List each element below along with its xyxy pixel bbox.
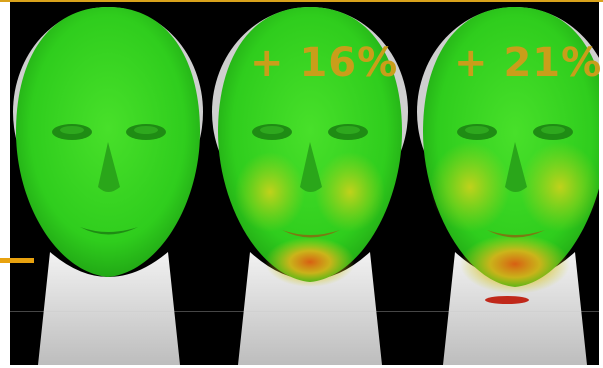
divider-line (10, 311, 599, 312)
face-scan-plus-16 (212, 7, 408, 365)
face-scan-baseline (13, 7, 203, 365)
label-plus-21: + 21% (454, 40, 603, 86)
face-scan-plus-21 (417, 7, 599, 365)
image-panel (10, 2, 599, 365)
accent-rule-top (0, 0, 603, 2)
accent-rule-left (0, 258, 34, 263)
label-plus-16: + 16% (250, 40, 399, 86)
face-scans-illustration (13, 7, 599, 365)
